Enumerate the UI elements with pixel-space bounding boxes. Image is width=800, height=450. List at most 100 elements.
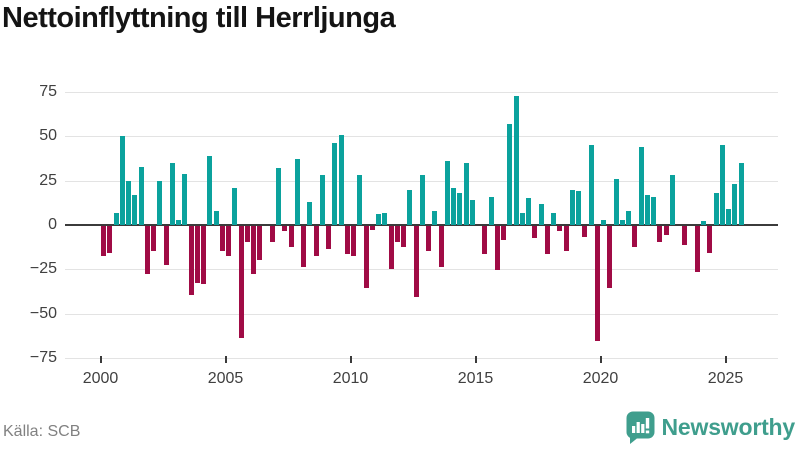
- bar-negative: [326, 226, 332, 250]
- x-axis-tick: [599, 356, 602, 363]
- bar-positive: [182, 173, 188, 225]
- bar-positive: [726, 209, 732, 225]
- bar-negative: [301, 226, 307, 267]
- bar-positive: [457, 193, 463, 225]
- bar-positive: [638, 147, 644, 225]
- bar-negative: [413, 226, 419, 297]
- bar-positive: [444, 161, 450, 225]
- bar-positive: [588, 145, 594, 225]
- bar-negative: [482, 226, 488, 255]
- bar-negative: [438, 226, 444, 267]
- bar-positive: [119, 136, 125, 225]
- bar-positive: [619, 219, 625, 225]
- bar-negative: [663, 226, 669, 235]
- bar-negative: [282, 226, 288, 232]
- y-axis-label: 50: [39, 127, 57, 145]
- bar-positive: [138, 166, 144, 225]
- y-axis-label: −75: [29, 348, 57, 366]
- bar-positive: [601, 219, 607, 225]
- y-axis-label: 75: [39, 83, 57, 101]
- bar-positive: [307, 201, 313, 225]
- bar-negative: [351, 226, 357, 257]
- bar-positive: [463, 162, 469, 225]
- bar-positive: [169, 162, 175, 225]
- bar-positive: [332, 143, 338, 225]
- bar-positive: [176, 219, 182, 225]
- bar-positive: [576, 191, 582, 225]
- bar-positive: [294, 159, 300, 225]
- bar-negative: [632, 226, 638, 248]
- x-axis-tick: [224, 356, 227, 363]
- bar-negative: [269, 226, 275, 242]
- bar-positive: [701, 221, 707, 225]
- gridline: [65, 269, 778, 271]
- bar-negative: [501, 226, 507, 241]
- y-axis-label: −50: [29, 304, 57, 322]
- bar-positive: [613, 178, 619, 225]
- bar-positive: [319, 175, 325, 225]
- bar-negative: [494, 226, 500, 271]
- bar-positive: [551, 212, 557, 225]
- bar-negative: [544, 226, 550, 255]
- bar-positive: [626, 210, 632, 225]
- bar-positive: [376, 214, 382, 225]
- zero-axis-line: [65, 224, 778, 226]
- bar-negative: [101, 226, 107, 257]
- bar-negative: [219, 226, 225, 251]
- bar-negative: [238, 226, 244, 338]
- bar-positive: [469, 200, 475, 225]
- bar-negative: [363, 226, 369, 289]
- gridline: [65, 92, 778, 94]
- x-axis-label: 2015: [457, 370, 494, 387]
- bar-positive: [276, 168, 282, 225]
- x-axis-label: 2020: [582, 370, 619, 387]
- bar-negative: [144, 226, 150, 274]
- bar-negative: [288, 226, 294, 248]
- chart-title: Nettoinflyttning till Herrljunga: [2, 2, 396, 34]
- bar-negative: [151, 226, 157, 251]
- gridline: [65, 313, 778, 315]
- bar-positive: [719, 145, 725, 225]
- bar-positive: [519, 212, 525, 225]
- bar-negative: [226, 226, 232, 257]
- bar-positive: [338, 134, 344, 225]
- bar-negative: [394, 226, 400, 242]
- bar-positive: [432, 210, 438, 225]
- bar-positive: [651, 196, 657, 225]
- newsworthy-logo: Newsworthy: [626, 411, 795, 444]
- bar-negative: [401, 226, 407, 248]
- newsworthy-icon: [626, 411, 655, 444]
- bar-positive: [713, 193, 719, 225]
- bar-negative: [201, 226, 207, 285]
- x-axis-tick: [349, 356, 352, 363]
- bar-negative: [257, 226, 263, 260]
- x-axis-label: 2025: [707, 370, 744, 387]
- gridline: [65, 136, 778, 138]
- bar-positive: [232, 187, 238, 225]
- bar-negative: [188, 226, 194, 296]
- bar-positive: [126, 180, 132, 225]
- x-axis-tick: [724, 356, 727, 363]
- gridline: [65, 357, 778, 359]
- bar-negative: [657, 226, 663, 242]
- bar-negative: [682, 226, 688, 246]
- bar-positive: [732, 184, 738, 225]
- bar-positive: [513, 95, 519, 225]
- bar-positive: [738, 162, 744, 225]
- x-axis-tick: [474, 356, 477, 363]
- x-axis-label: 2000: [82, 370, 119, 387]
- bar-negative: [594, 226, 600, 342]
- bar-negative: [426, 226, 432, 251]
- x-axis-tick: [99, 356, 102, 363]
- bar-positive: [507, 123, 513, 225]
- bar-negative: [313, 226, 319, 257]
- y-axis-label: 0: [48, 216, 57, 233]
- bar-positive: [644, 194, 650, 225]
- bar-negative: [369, 226, 375, 230]
- bar-positive: [382, 212, 388, 225]
- bar-negative: [582, 226, 588, 237]
- bar-positive: [113, 212, 119, 225]
- bar-positive: [419, 175, 425, 225]
- bar-negative: [107, 226, 113, 253]
